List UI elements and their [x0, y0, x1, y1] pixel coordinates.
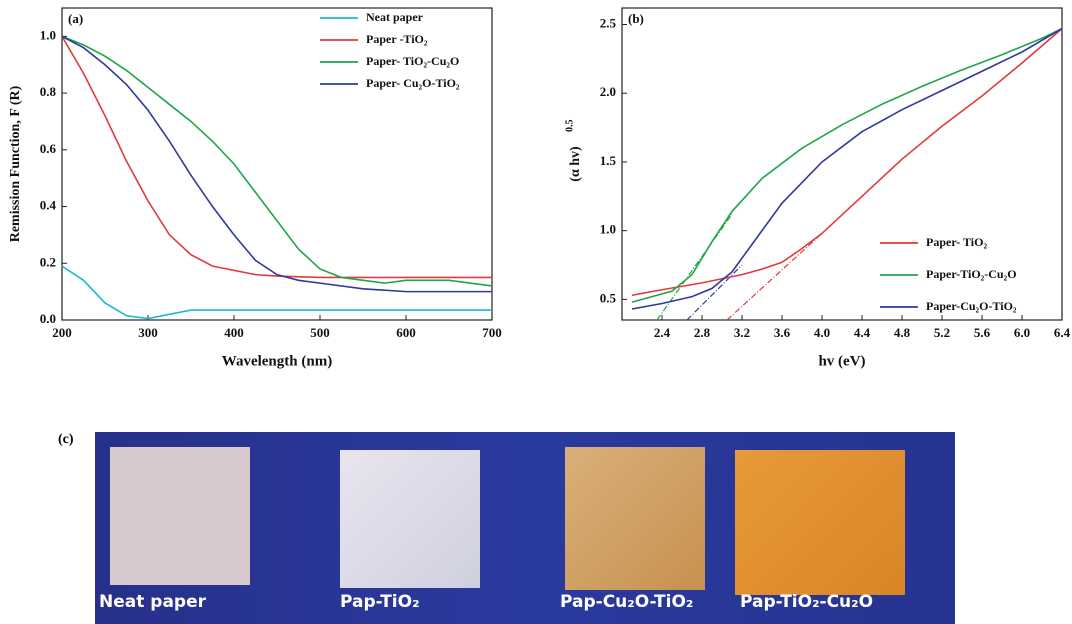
charts: 200 300 400 500 600 700 0.0 0.2 0.4 0.6 0.8 1.0 (a) W…	[0, 0, 1072, 420]
panel-label: (b)	[628, 11, 644, 26]
sample-label: Pap-TiO₂-Cu₂O	[740, 592, 873, 612]
series-line	[632, 29, 1062, 303]
sample-neat	[110, 447, 250, 585]
y-tick-label: 0.0	[40, 311, 56, 326]
y-tick-label: 0.4	[40, 198, 57, 213]
x-tick-label: 5.2	[934, 325, 950, 340]
fit-line	[657, 214, 732, 320]
legend-label: Paper-TiO₂-Cu₂O	[926, 267, 1017, 281]
legend-label: Neat paper	[366, 10, 424, 24]
x-tick-label: 300	[138, 325, 158, 340]
sample-label: Pap-Cu₂O-TiO₂	[560, 592, 693, 612]
y-axis-title: Remission Function, F (R)	[8, 85, 23, 242]
x-tick-label: 200	[52, 325, 72, 340]
panel-label: (c)	[58, 432, 74, 448]
y-tick-label: 1.5	[600, 153, 617, 168]
y-tick-label: 1.0	[40, 27, 56, 42]
legend-label: Paper -TiO₂	[366, 32, 428, 46]
x-tick-label: 700	[482, 325, 502, 340]
sample-cu2o-tio2	[565, 447, 705, 590]
y-axis-title: (α hv)	[568, 146, 583, 182]
panel-label: (a)	[68, 11, 83, 26]
x-tick-label: 5.6	[974, 325, 991, 340]
legend-label: Paper- TiO₂-Cu₂O	[366, 54, 459, 68]
series-line	[62, 36, 492, 291]
sample-label: Pap-TiO₂	[340, 592, 420, 612]
series-line	[632, 29, 1062, 296]
x-tick-label: 600	[396, 325, 416, 340]
x-tick-label: 3.6	[774, 325, 791, 340]
x-tick-label: 2.4	[654, 325, 671, 340]
x-axis-title: hv (eV)	[818, 353, 865, 369]
photo: Neat paper Pap-TiO₂ Pap-Cu₂O-TiO₂ Pap-Ti…	[95, 432, 955, 624]
y-tick-label: 2.0	[600, 84, 616, 99]
x-tick-label: 6.4	[1054, 325, 1071, 340]
page: {"chart_data": [ {"type": "line", "panel…	[0, 0, 1072, 624]
sample-tio2-cu2o	[735, 450, 905, 595]
x-tick-label: 2.8	[694, 325, 711, 340]
y-tick-label: 0.6	[40, 141, 57, 156]
x-tick-label: 400	[224, 325, 244, 340]
x-tick-label: 4.4	[854, 325, 871, 340]
legend-label: Paper-Cu₂O-TiO₂	[926, 299, 1017, 313]
series-line	[62, 36, 492, 277]
legend-label: Paper- TiO₂	[926, 235, 987, 249]
y-tick-label: 0.2	[40, 254, 56, 269]
x-tick-label: 4.8	[894, 325, 911, 340]
x-tick-label: 4.0	[814, 325, 830, 340]
legend-label: Paper- Cu₂O-TiO₂	[366, 76, 460, 90]
sample-tio2	[340, 450, 480, 588]
x-tick-label: 3.2	[734, 325, 750, 340]
fit-line	[687, 265, 742, 320]
y-tick-label: 0.5	[600, 290, 617, 305]
x-axis-title: Wavelength (nm)	[222, 353, 332, 369]
x-tick-label: 500	[310, 325, 330, 340]
y-tick-label: 0.8	[40, 84, 57, 99]
y-tick-label: 2.5	[600, 15, 617, 30]
x-tick-label: 6.0	[1014, 325, 1030, 340]
sample-label: Neat paper	[99, 592, 206, 612]
y-tick-label: 1.0	[600, 222, 616, 237]
y-axis-title-sup: 0.5	[564, 120, 575, 133]
fit-line	[727, 233, 822, 320]
